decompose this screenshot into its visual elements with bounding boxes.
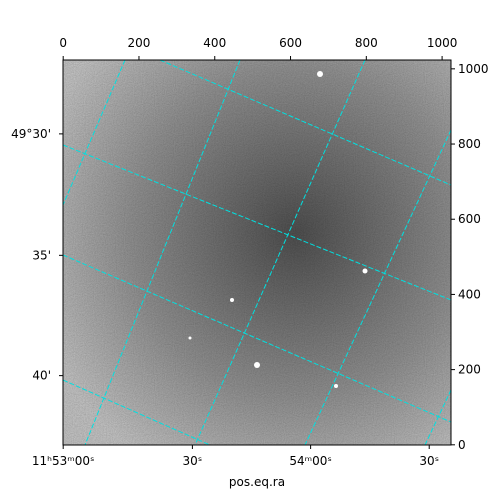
- x-tick-label: 1000: [427, 36, 458, 50]
- dec-tick-label: 49°30': [11, 127, 51, 141]
- y-tick-label: 0: [458, 438, 466, 452]
- ra-tick-label: 30ˢ: [183, 454, 203, 468]
- y-tick-label: 200: [458, 363, 481, 377]
- x-tick-label: 600: [279, 36, 302, 50]
- ra-tick-label: 30ˢ: [419, 454, 439, 468]
- ra-tick-label: 54ᵐ00ˢ: [289, 454, 332, 468]
- dec-tick-label: 40': [32, 369, 51, 383]
- y-tick-label: 600: [458, 212, 481, 226]
- x-tick-label: 800: [355, 36, 378, 50]
- sky-image: [63, 60, 451, 445]
- y-tick-label: 400: [458, 287, 481, 301]
- x-tick-label: 0: [59, 36, 67, 50]
- dec-tick-label: 35': [32, 248, 51, 262]
- y-tick-label: 800: [458, 137, 481, 151]
- coordinate-grid: [63, 60, 451, 445]
- x-tick-label: 400: [203, 36, 226, 50]
- y-tick-label: 1000: [458, 62, 489, 76]
- frame: [62, 59, 452, 446]
- x-tick-label: 200: [128, 36, 151, 50]
- ra-tick-label: 11ʰ53ᵐ00ˢ: [32, 454, 95, 468]
- x-axis-label: pos.eq.ra: [229, 475, 285, 489]
